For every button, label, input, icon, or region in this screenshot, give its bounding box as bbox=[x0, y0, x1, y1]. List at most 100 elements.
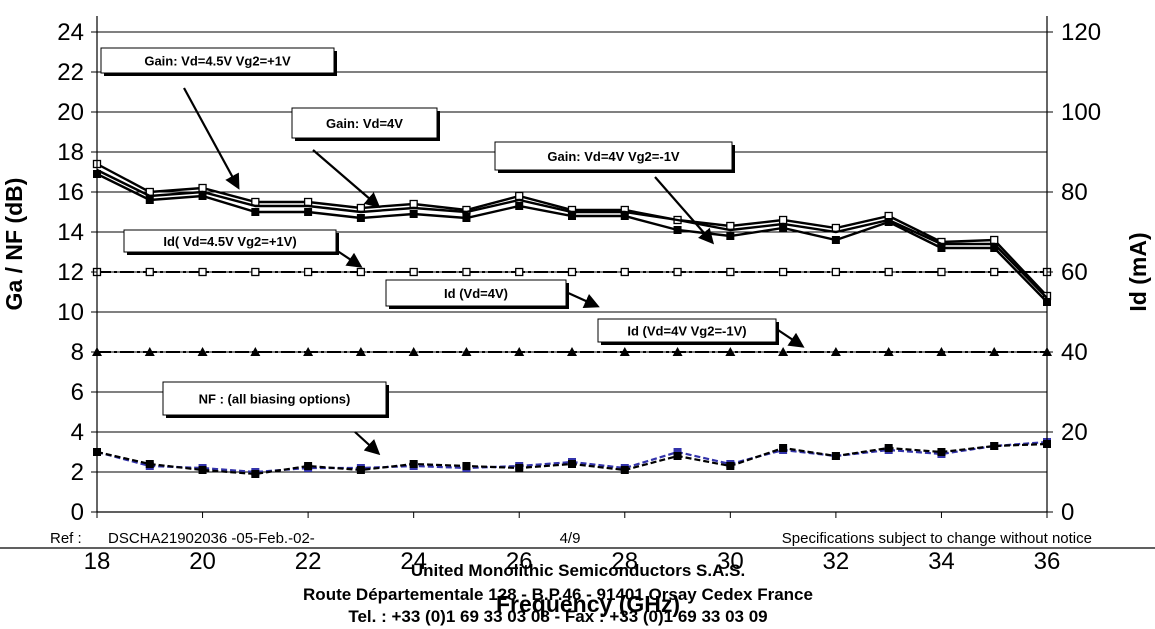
data-point bbox=[409, 199, 418, 209]
data-point bbox=[990, 235, 999, 245]
data-point bbox=[779, 224, 788, 232]
data-point bbox=[462, 214, 471, 222]
callouts: Gain: Vd=4.5V Vg2=+1V Gain: Vd=4V Gain: Vd… bbox=[100, 47, 805, 456]
series-layer bbox=[92, 159, 1052, 478]
callout-box bbox=[123, 229, 337, 253]
y-tick-label: 18 bbox=[57, 139, 84, 166]
data-point bbox=[619, 347, 630, 356]
callout-2: Gain: Vd=4V Vg2=-1V bbox=[494, 141, 735, 245]
callout-label: Id (Vd=4V Vg2=-1V) bbox=[627, 324, 746, 339]
data-point bbox=[462, 462, 471, 470]
data-point bbox=[936, 347, 947, 356]
y-tick-label: 16 bbox=[57, 179, 84, 206]
data-point bbox=[303, 197, 313, 207]
callout-box bbox=[100, 47, 335, 74]
data-point bbox=[515, 267, 524, 277]
data-point bbox=[356, 466, 365, 474]
callout-label: Id (Vd=4V) bbox=[444, 286, 508, 301]
data-point bbox=[620, 466, 629, 474]
data-point bbox=[304, 208, 313, 216]
data-point bbox=[356, 267, 366, 277]
data-point bbox=[778, 215, 788, 225]
x-tick-label: 34 bbox=[928, 548, 955, 575]
data-point bbox=[409, 210, 418, 218]
data-point bbox=[409, 267, 418, 277]
data-point bbox=[198, 466, 207, 474]
callout-arrow bbox=[565, 290, 600, 308]
data-point bbox=[726, 462, 735, 470]
callout-label: Gain: Vd=4V bbox=[326, 116, 403, 131]
data-point bbox=[355, 347, 366, 356]
data-point bbox=[567, 267, 577, 277]
data-point bbox=[937, 267, 946, 277]
data-point bbox=[726, 267, 735, 277]
data-point bbox=[778, 267, 788, 277]
series-4 bbox=[92, 347, 1052, 356]
y-axis-title: Ga / NF (dB) bbox=[1, 178, 27, 311]
data-point bbox=[568, 212, 576, 220]
data-point bbox=[831, 236, 840, 244]
data-point bbox=[409, 460, 418, 468]
data-point bbox=[144, 347, 155, 356]
callout-label: Gain: Vd=4V Vg2=-1V bbox=[547, 149, 680, 164]
y2-tick-label: 20 bbox=[1061, 419, 1088, 446]
data-point bbox=[990, 267, 999, 277]
callout-box bbox=[494, 141, 733, 171]
axes bbox=[91, 16, 1053, 518]
data-point bbox=[461, 347, 472, 356]
data-point bbox=[515, 191, 524, 201]
y-tick-label: 20 bbox=[57, 99, 84, 126]
y-tick-label: 22 bbox=[57, 59, 84, 86]
x-tick-label: 18 bbox=[84, 548, 111, 575]
x-axis-title: Frequency (GHz) bbox=[496, 591, 680, 617]
callout-5: Id (Vd=4V Vg2=-1V) bbox=[597, 318, 805, 348]
data-point bbox=[990, 244, 999, 252]
callout-box bbox=[291, 107, 438, 139]
data-point bbox=[408, 347, 419, 356]
callout-1: Gain: Vd=4V bbox=[291, 107, 440, 209]
data-point bbox=[356, 203, 366, 213]
data-point bbox=[831, 452, 840, 460]
y-tick-label: 2 bbox=[71, 459, 84, 486]
callout-4: Id (Vd=4V) bbox=[385, 279, 600, 309]
data-point bbox=[514, 347, 525, 356]
data-point bbox=[197, 347, 208, 356]
y2-tick-label: 40 bbox=[1061, 339, 1088, 366]
data-point bbox=[251, 208, 260, 216]
data-point bbox=[989, 347, 1000, 356]
footer-company: United Monolithic Semiconductors S.A.S. bbox=[411, 561, 745, 580]
data-point bbox=[726, 232, 735, 240]
series-2 bbox=[93, 170, 1051, 306]
callout-box bbox=[162, 381, 387, 416]
data-point bbox=[515, 464, 524, 472]
x-tick-label: 22 bbox=[295, 548, 322, 575]
data-point bbox=[356, 214, 365, 222]
y-tick-label: 8 bbox=[71, 339, 84, 366]
footer-phone: Tel. : +33 (0)1 69 33 03 08 - Fax : +33 … bbox=[348, 607, 767, 626]
data-point bbox=[830, 347, 841, 356]
data-point bbox=[778, 347, 789, 356]
callout-6: NF : (all biasing options) bbox=[162, 381, 389, 456]
footer-ref-code: DSCHA21902036 -05-Feb.-02- bbox=[108, 530, 315, 547]
data-point bbox=[145, 196, 154, 204]
data-point bbox=[198, 183, 207, 193]
x-tick-label: 26 bbox=[506, 548, 533, 575]
data-point bbox=[672, 347, 683, 356]
series-3 bbox=[92, 267, 1052, 277]
y2-tick-label: 80 bbox=[1061, 179, 1088, 206]
data-point bbox=[567, 347, 577, 356]
x-tick-label: 28 bbox=[611, 548, 638, 575]
data-point bbox=[884, 444, 893, 452]
callout-label: Gain: Vd=4.5V Vg2=+1V bbox=[144, 54, 291, 69]
data-point bbox=[251, 267, 260, 277]
data-point bbox=[884, 267, 893, 277]
data-point bbox=[673, 452, 682, 460]
y-tick-label: 14 bbox=[57, 219, 84, 246]
y-tick-label: 4 bbox=[71, 419, 84, 446]
data-point bbox=[990, 442, 999, 450]
y-tick-label: 6 bbox=[71, 379, 84, 406]
data-point bbox=[937, 244, 946, 252]
data-point bbox=[937, 448, 946, 456]
